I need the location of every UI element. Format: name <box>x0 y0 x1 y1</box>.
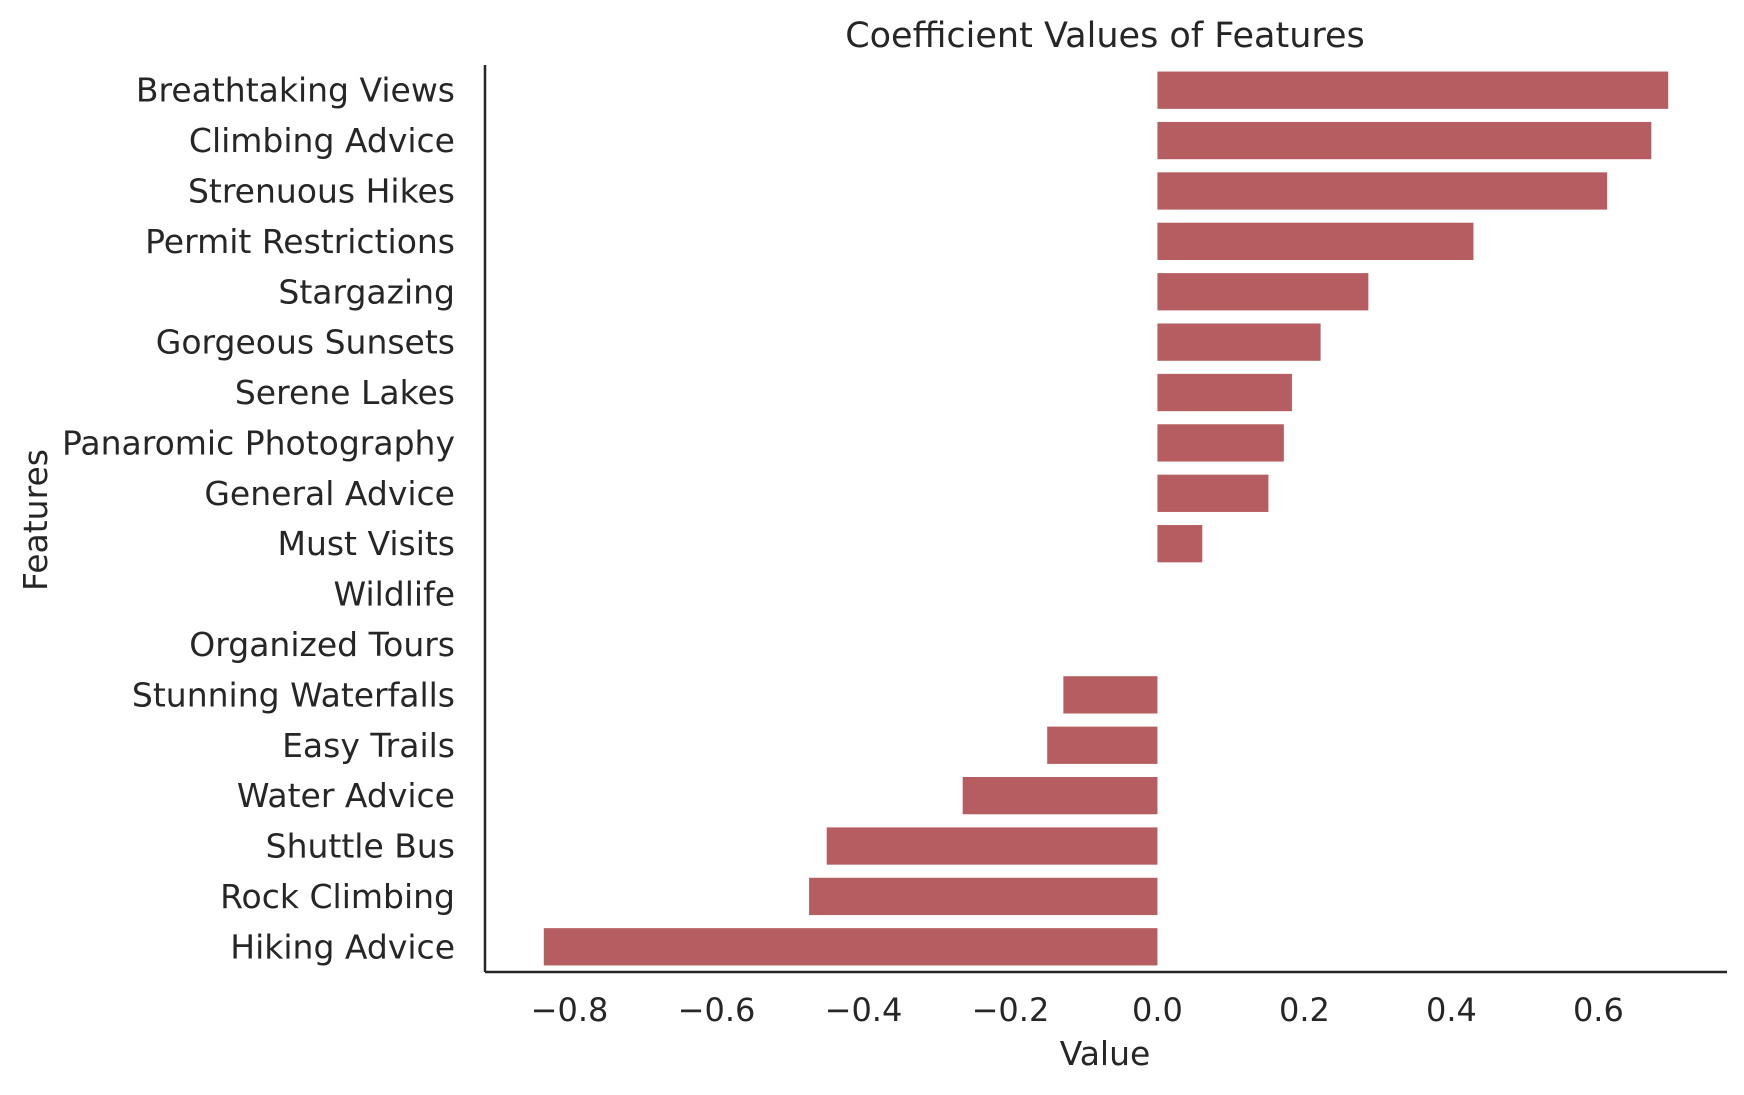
category-label: Hiking Advice <box>230 927 455 966</box>
x-tick-group: −0.8 −0.6 −0.4 −0.2 0.0 0.2 0.4 0.6 <box>531 991 1624 1029</box>
bar-must-visits <box>1157 525 1203 563</box>
bar-easy-trails <box>1047 726 1158 764</box>
category-label: Panaromic Photography <box>62 423 455 462</box>
category-label: Stargazing <box>278 272 455 311</box>
bar-gorgeous-sunsets <box>1157 323 1321 361</box>
x-tick-label: −0.4 <box>825 991 903 1029</box>
category-label: Strenuous Hikes <box>188 171 455 210</box>
bar-climbing-advice <box>1157 121 1652 160</box>
bar-group <box>543 71 1669 966</box>
bar-rock-climbing <box>809 877 1158 916</box>
bar-hiking-advice <box>543 928 1158 966</box>
x-axis-title: Value <box>1060 1034 1151 1073</box>
category-label: Gorgeous Sunsets <box>156 323 455 362</box>
category-label: Breathtaking Views <box>136 71 455 110</box>
category-label: General Advice <box>204 474 455 513</box>
category-label: Water Advice <box>237 776 455 815</box>
bar-shuttle-bus <box>826 827 1158 865</box>
bar-permit-restrictions <box>1157 222 1474 261</box>
bar-breathtaking-views <box>1157 71 1669 109</box>
bar-water-advice <box>962 776 1158 815</box>
category-label: Permit Restrictions <box>145 222 455 261</box>
bar-panaromic-photography <box>1157 424 1284 462</box>
category-label: Rock Climbing <box>220 877 455 916</box>
x-tick-label: 0.2 <box>1279 991 1330 1029</box>
x-tick-label: −0.6 <box>678 991 756 1029</box>
bar-general-advice <box>1157 474 1269 512</box>
category-label: Must Visits <box>277 524 455 563</box>
category-label-group: Breathtaking Views Climbing Advice Strenuo… <box>62 71 455 967</box>
y-axis-title: Features <box>16 449 55 591</box>
bar-stargazing <box>1157 273 1369 311</box>
category-label: Organized Tours <box>189 625 455 664</box>
category-label: Climbing Advice <box>189 121 455 160</box>
x-tick-label: −0.2 <box>972 991 1050 1029</box>
x-tick-label: 0.4 <box>1426 991 1477 1029</box>
category-label: Stunning Waterfalls <box>132 675 455 714</box>
bar-stunning-waterfalls <box>1063 676 1158 714</box>
chart-title: Coefficient Values of Features <box>845 16 1365 56</box>
category-label: Wildlife <box>334 575 455 614</box>
x-tick-label: −0.8 <box>531 991 609 1029</box>
x-tick-label: 0.6 <box>1573 991 1624 1029</box>
bar-strenuous-hikes <box>1157 172 1608 210</box>
category-label: Shuttle Bus <box>266 827 455 866</box>
category-label: Easy Trails <box>282 726 455 765</box>
bar-serene-lakes <box>1157 373 1292 412</box>
x-tick-label: 0.0 <box>1132 991 1183 1029</box>
category-label: Serene Lakes <box>235 373 455 412</box>
